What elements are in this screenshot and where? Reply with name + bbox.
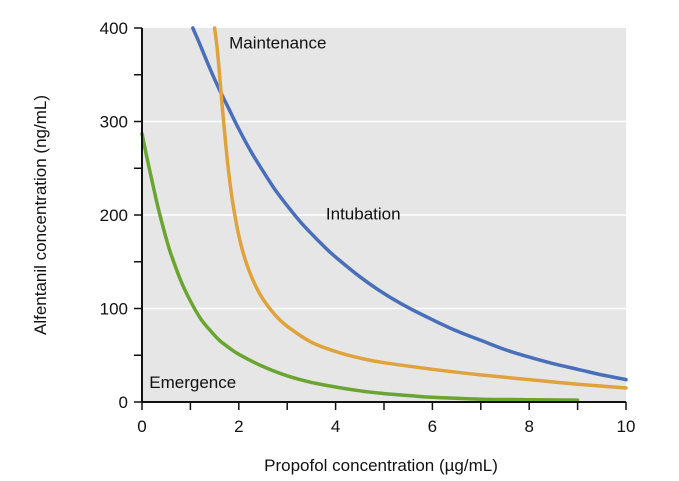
- x-axis-title: Propofol concentration (µg/mL): [264, 456, 498, 475]
- intubation-curve: [212, 26, 628, 390]
- curve-label: Intubation: [326, 205, 401, 224]
- y-tick-label: 0: [119, 393, 128, 412]
- y-tick-label: 400: [100, 19, 128, 38]
- x-tick-label: 6: [428, 417, 437, 436]
- emergence-curve: [140, 131, 580, 402]
- maintenance-curve: [191, 26, 628, 382]
- x-tick-label: 8: [524, 417, 533, 436]
- y-tick-label: 300: [100, 113, 128, 132]
- series-lines: [140, 26, 628, 402]
- x-tick-label: 10: [617, 417, 636, 436]
- y-tick-label: 200: [100, 206, 128, 225]
- y-axis-title: Alfentanil concentration (ng/mL): [31, 95, 50, 335]
- x-tick-label: 2: [234, 417, 243, 436]
- curve-label: Maintenance: [229, 34, 326, 53]
- x-tick-label: 4: [331, 417, 340, 436]
- x-tick-label: 0: [137, 417, 146, 436]
- curve-label: Emergence: [149, 373, 236, 392]
- annotations: Maintenance Intubation Emergence: [149, 34, 400, 392]
- y-tick-label: 100: [100, 300, 128, 319]
